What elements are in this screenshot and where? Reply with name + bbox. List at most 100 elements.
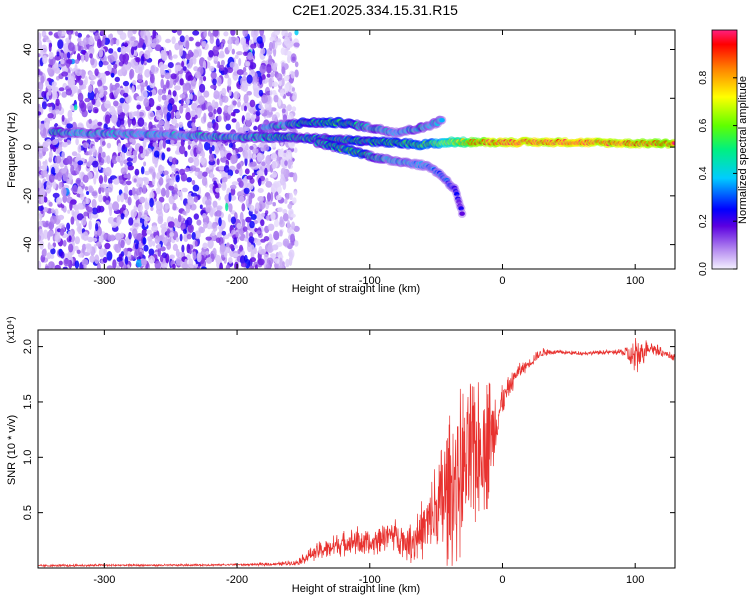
heatmap-cell [191, 122, 196, 128]
heatmap-cell [228, 36, 232, 44]
heatmap-cell [46, 85, 54, 90]
heatmap-cell [292, 172, 298, 183]
heatmap-cell [128, 231, 132, 240]
heatmap-cell [43, 229, 49, 240]
heatmap-cell [201, 40, 207, 48]
heatmap-cell [103, 233, 107, 240]
heatmap-cell [119, 112, 126, 117]
heatmap-cell [119, 97, 125, 104]
heatmap-cell [229, 61, 235, 68]
heatmap-cell [234, 54, 239, 59]
heatmap-cell [156, 201, 161, 210]
heatmap-cell [48, 87, 52, 96]
heatmap-cell [52, 181, 57, 190]
heatmap-cell [159, 165, 165, 172]
bottom-x-tick-label: -300 [93, 574, 115, 586]
heatmap-cell [107, 216, 115, 224]
heatmap-cell [88, 220, 92, 231]
heatmap-cell [209, 36, 214, 44]
heatmap-cell [136, 95, 143, 101]
heatmap-cell [194, 230, 201, 239]
heatmap-cell [193, 196, 199, 203]
heatmap-cell [234, 244, 239, 249]
heatmap-cell [257, 188, 264, 193]
heatmap-cell [38, 53, 41, 58]
heatmap-cell [231, 118, 237, 123]
heatmap-cell [188, 36, 194, 42]
heatmap-cell [174, 194, 179, 200]
heatmap-cell [185, 112, 191, 121]
heatmap-cell [87, 90, 95, 101]
heatmap-cell [121, 66, 126, 72]
heatmap-cell [80, 192, 85, 201]
heatmap-cell [287, 114, 291, 121]
heatmap-cell [265, 66, 272, 74]
heatmap-cell [202, 242, 208, 250]
heatmap-cell [242, 43, 249, 52]
heatmap-cell [216, 205, 223, 211]
heatmap-cell [270, 152, 278, 161]
heatmap-cell [162, 139, 166, 149]
heatmap-cell [54, 155, 62, 164]
heatmap-cell [89, 80, 95, 86]
heatmap-cell [198, 95, 205, 105]
heatmap-cell [245, 216, 252, 223]
heatmap-cell [81, 54, 85, 63]
heatmap-cell [174, 42, 180, 51]
heatmap-cell [152, 177, 156, 186]
heatmap-cell [144, 170, 150, 176]
heatmap-cell [242, 66, 247, 73]
heatmap-cell [127, 196, 132, 206]
heatmap-cell [236, 163, 241, 170]
heatmap-cell [126, 161, 133, 167]
heatmap-cell [267, 243, 274, 254]
heatmap-cell [43, 35, 49, 40]
heatmap-cell [266, 192, 271, 202]
heatmap-cell [127, 30, 133, 39]
heatmap-cell [67, 75, 75, 86]
heatmap-cell [61, 168, 67, 174]
heatmap-cell [74, 31, 79, 37]
heatmap-cell [76, 213, 84, 221]
heatmap-cell [137, 203, 143, 212]
heatmap-cell [59, 228, 65, 236]
heatmap-cell [149, 91, 153, 97]
heatmap-cell [220, 43, 224, 50]
heatmap-cell [104, 103, 111, 109]
heatmap-cell [132, 30, 137, 35]
heatmap-cell [126, 151, 132, 157]
heatmap-cell [113, 100, 119, 107]
heatmap-cell [209, 65, 215, 72]
heatmap-cell [202, 213, 207, 219]
heatmap-cell [161, 152, 165, 161]
heatmap-cell [68, 32, 72, 41]
heatmap-cell [61, 114, 65, 122]
heatmap-cell [38, 179, 42, 189]
heatmap-cell [45, 139, 52, 146]
heatmap-cell [265, 181, 273, 188]
heatmap-cell [221, 230, 227, 236]
heatmap-cell [133, 222, 139, 227]
heatmap-cell [96, 205, 101, 214]
heatmap-cell [140, 166, 145, 175]
colorbar-gradient [712, 30, 737, 269]
heatmap-cell [170, 111, 175, 120]
heatmap-cell [132, 80, 137, 85]
heatmap-cell [236, 51, 243, 56]
heatmap-cell [208, 153, 215, 163]
heatmap-cell [148, 255, 155, 264]
heatmap-cell [111, 221, 118, 228]
heatmap-cell [77, 92, 84, 103]
heatmap-cell [96, 262, 101, 269]
heatmap-cell [98, 187, 102, 195]
heatmap-cell [166, 79, 170, 89]
heatmap-cell [148, 97, 155, 108]
heatmap-cell [152, 141, 159, 148]
heatmap-cell [279, 230, 283, 237]
heatmap-cell [230, 154, 237, 165]
heatmap-cell [84, 75, 88, 86]
heatmap-cell [156, 172, 161, 180]
heatmap-cell [142, 147, 146, 157]
heatmap-cell [122, 144, 126, 150]
heatmap-cell [44, 122, 50, 130]
